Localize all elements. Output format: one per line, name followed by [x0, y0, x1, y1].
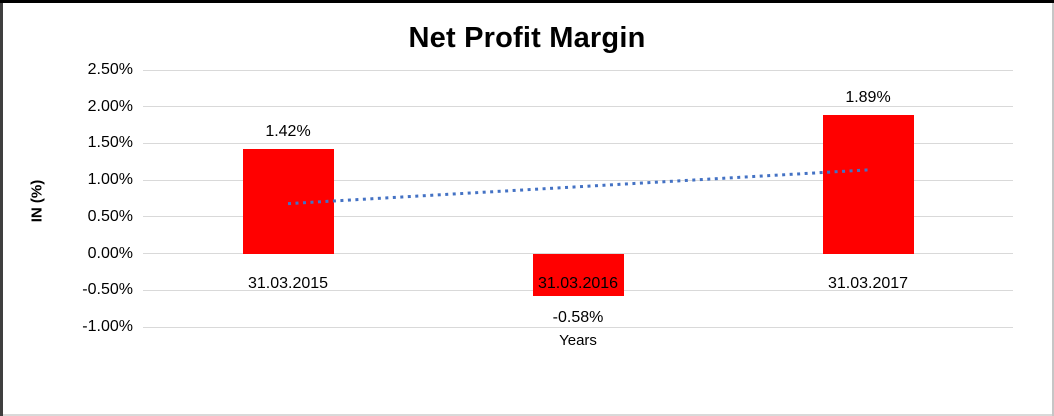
chart-title: Net Profit Margin: [408, 22, 646, 54]
gridline: [143, 106, 1013, 108]
bar: [242, 149, 334, 254]
data-label: 1.89%: [845, 88, 891, 106]
gridline: [143, 326, 1013, 328]
data-label: 1.42%: [265, 123, 311, 141]
y-tick-label: 2.50%: [87, 61, 133, 78]
y-tick-label: -1.00%: [82, 318, 133, 335]
category-label: 31.03.2017: [827, 275, 909, 292]
y-tick-label: 2.00%: [87, 97, 133, 115]
y-tick-label: 1.00%: [87, 171, 133, 189]
y-tick-label: 0.00%: [87, 244, 133, 262]
y-tick-label: 1.50%: [87, 134, 133, 152]
data-label: -0.58%: [552, 309, 604, 327]
y-axis-title: IN (%): [28, 179, 46, 223]
gridline: [143, 69, 1013, 71]
category-label: 31.03.2015: [247, 275, 329, 292]
trendline-segment: [287, 168, 869, 206]
category-label: 31.03.2016: [537, 275, 619, 292]
gridline: [143, 216, 1013, 218]
x-axis-title: Years: [559, 332, 597, 349]
bar: [822, 114, 914, 254]
y-tick-label: 0.50%: [87, 207, 133, 225]
gridline: [143, 142, 1013, 144]
bar: [532, 253, 624, 297]
y-tick-label: -0.50%: [82, 281, 133, 299]
